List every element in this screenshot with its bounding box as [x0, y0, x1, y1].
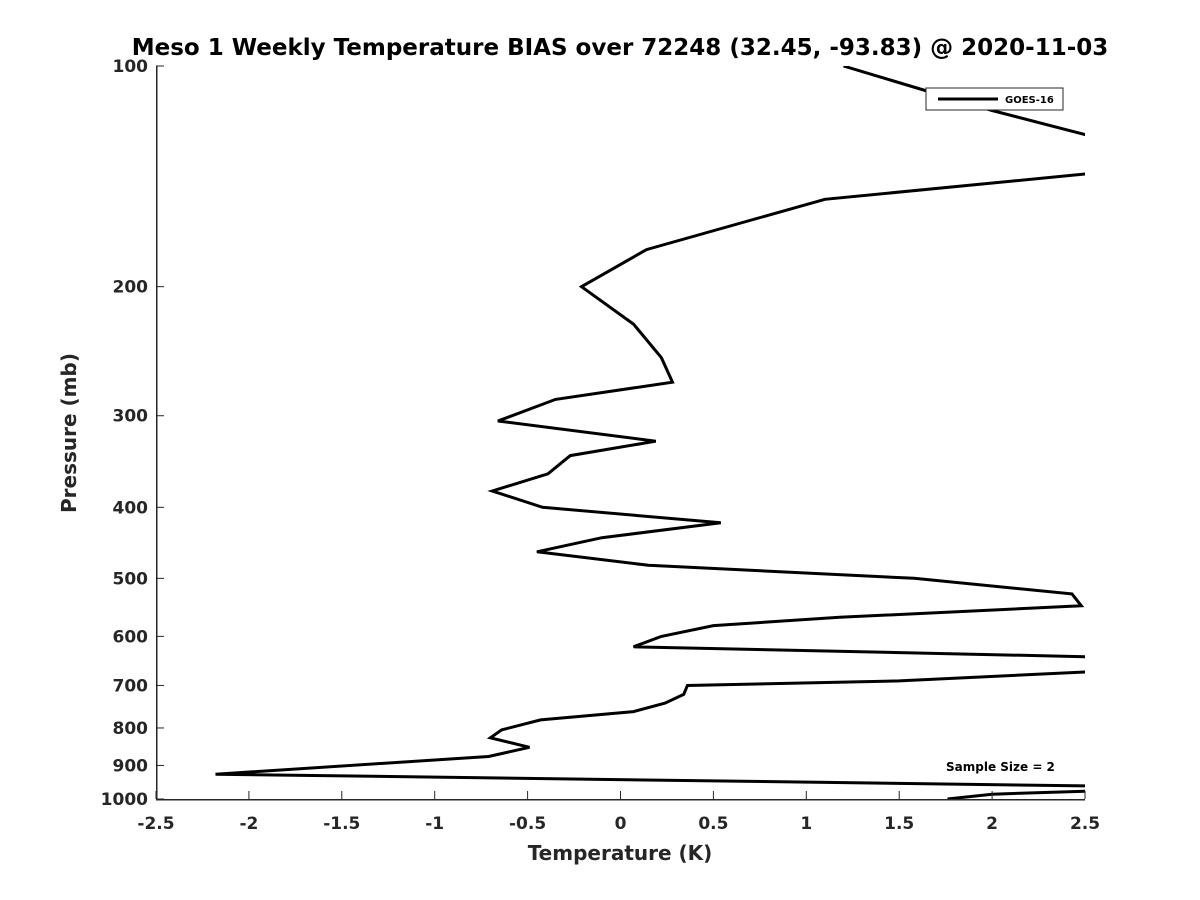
x-axis-ticks: -2.5 -2 -1.5 -1 -0.5 0 0.5 1 1.5 2 2.5	[137, 791, 1100, 834]
legend-label-goes-16: GOES-16	[1005, 95, 1054, 106]
plot-area	[215, 66, 1085, 799]
y-tick-label: 700	[113, 676, 149, 696]
sample-size-annotation: Sample Size = 2	[946, 760, 1055, 774]
x-tick-label: -0.5	[509, 814, 546, 834]
x-tick-label: 2	[986, 814, 998, 834]
series-line-goes-16	[215, 66, 1085, 799]
y-tick-label: 800	[113, 719, 149, 739]
x-tick-label: 1.5	[884, 814, 914, 834]
x-tick-label: -2.5	[137, 814, 174, 834]
y-axis-label: Pressure (mb)	[57, 353, 81, 513]
x-axis-label: Temperature (K)	[528, 841, 713, 865]
x-tick-label: 1	[800, 814, 812, 834]
x-axis-line	[156, 799, 1085, 801]
y-axis-line	[156, 66, 158, 800]
y-tick-label: 200	[113, 278, 149, 298]
x-tick-label: 0	[615, 814, 627, 834]
y-tick-label: 600	[113, 627, 149, 647]
y-tick-label: 900	[113, 756, 149, 776]
x-tick-label: -1	[425, 814, 444, 834]
legend: GOES-16	[925, 87, 1064, 111]
y-tick-label: 500	[113, 569, 149, 589]
y-axis-ticks: 100 200 300 400 500 600 700 800 900 1000	[101, 57, 164, 810]
x-tick-label: -1.5	[323, 814, 360, 834]
y-tick-label: 400	[113, 498, 149, 518]
y-tick-label: 300	[113, 407, 149, 427]
x-tick-label: 0.5	[698, 814, 728, 834]
y-tick-label: 100	[113, 57, 149, 77]
y-tick-label: 1000	[101, 790, 148, 810]
x-tick-label: -2	[239, 814, 258, 834]
chart-title: Meso 1 Weekly Temperature BIAS over 7224…	[132, 35, 1109, 61]
x-tick-label: 2.5	[1070, 814, 1100, 834]
